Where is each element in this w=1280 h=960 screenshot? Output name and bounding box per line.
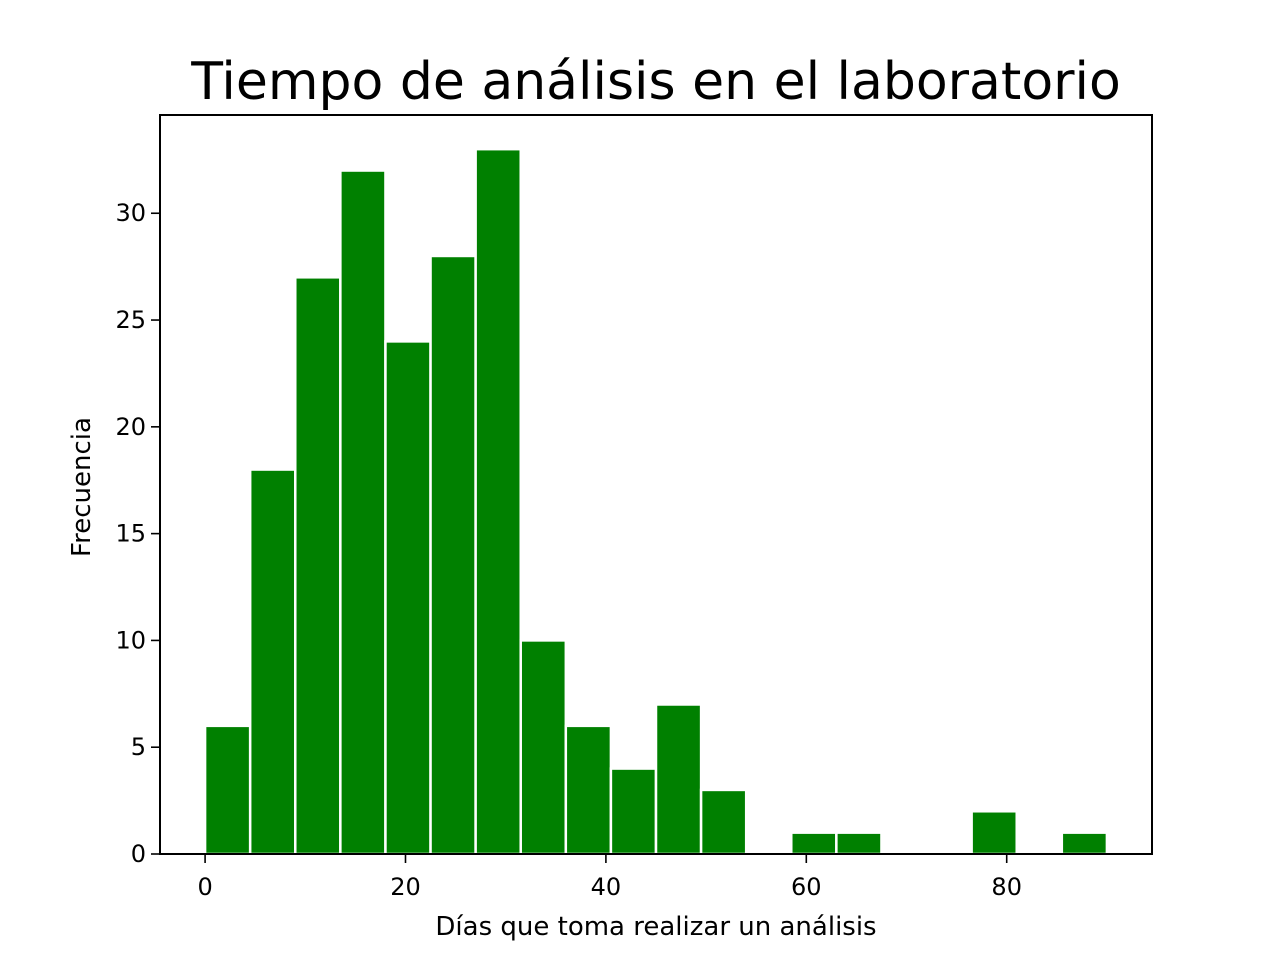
y-axis-label: Frecuencia xyxy=(67,417,97,557)
bars-group xyxy=(203,147,1109,856)
y-tick-label: 20 xyxy=(115,413,146,441)
histogram-bar-0 xyxy=(203,724,252,856)
x-axis-label: Días que toma realizar un análisis xyxy=(435,912,876,942)
x-tick-label: 0 xyxy=(197,873,212,901)
histogram-bar-9 xyxy=(609,767,658,856)
histogram-bar-13 xyxy=(790,831,838,856)
y-axis: 0 5 10 15 20 25 30 xyxy=(115,199,160,868)
histogram-bar-8 xyxy=(564,724,613,856)
histogram-bar-17 xyxy=(970,810,1018,856)
histogram-bar-5 xyxy=(429,254,477,856)
x-axis: 0 20 40 60 80 xyxy=(197,854,1022,901)
histogram-bar-19 xyxy=(1060,831,1109,856)
x-tick-label: 60 xyxy=(791,873,822,901)
x-tick-label: 20 xyxy=(390,873,421,901)
histogram-bar-3 xyxy=(339,169,387,856)
histogram-bar-1 xyxy=(248,468,297,856)
y-tick-label: 15 xyxy=(115,520,146,548)
x-tick-label: 80 xyxy=(991,873,1022,901)
y-tick-label: 0 xyxy=(131,840,146,868)
chart-title: Tiempo de análisis en el laboratorio xyxy=(190,52,1121,112)
histogram-bar-2 xyxy=(294,276,342,856)
histogram-bar-11 xyxy=(699,788,748,856)
x-tick-label: 40 xyxy=(591,873,622,901)
histogram-bar-10 xyxy=(654,703,703,856)
histogram-bar-7 xyxy=(519,639,568,856)
histogram-bar-14 xyxy=(835,831,883,856)
y-tick-label: 5 xyxy=(131,733,146,761)
y-tick-label: 25 xyxy=(115,306,146,334)
histogram-bar-6 xyxy=(474,147,522,856)
y-tick-label: 30 xyxy=(115,199,146,227)
y-tick-label: 10 xyxy=(115,626,146,654)
plot-frame xyxy=(159,114,1153,855)
histogram-bar-4 xyxy=(384,340,432,856)
